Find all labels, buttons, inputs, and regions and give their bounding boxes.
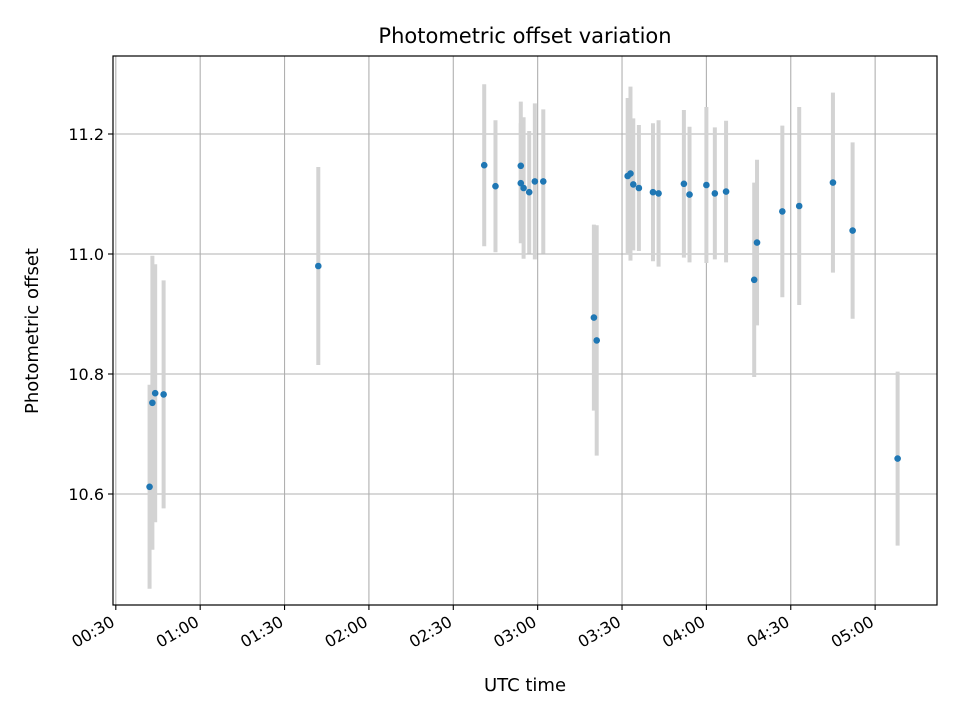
y-tick-label: 11.0 — [68, 245, 104, 264]
data-point — [750, 276, 758, 284]
data-point — [525, 188, 533, 196]
data-point — [894, 455, 901, 462]
data-point — [655, 190, 662, 197]
data-point — [711, 190, 719, 197]
y-axis-title: Photometric offset — [22, 248, 43, 414]
data-point — [590, 314, 598, 321]
point-layer — [146, 161, 901, 491]
y-axis-ticks: 10.6 10.8 11.0 11.2 — [68, 125, 113, 504]
data-point — [649, 188, 657, 196]
data-point — [629, 181, 637, 188]
data-point — [151, 389, 159, 397]
data-point — [829, 179, 837, 186]
y-tick-label: 11.2 — [68, 125, 104, 144]
y-tick-label: 10.6 — [68, 485, 104, 504]
data-point — [539, 178, 547, 185]
data-point — [722, 188, 730, 195]
data-point — [480, 161, 488, 169]
data-point — [517, 179, 525, 187]
chart-title: Photometric offset variation — [378, 24, 671, 48]
data-point — [149, 399, 156, 407]
plot-frame — [112, 55, 938, 606]
x-axis-title: UTC time — [484, 675, 566, 696]
data-point — [627, 170, 634, 177]
data-point — [635, 184, 643, 192]
data-point — [680, 180, 688, 188]
data-point — [849, 227, 856, 234]
data-point — [517, 162, 525, 170]
data-point — [520, 184, 527, 192]
data-point — [531, 178, 539, 185]
data-point — [160, 391, 167, 398]
data-point — [314, 262, 322, 270]
data-point — [795, 202, 803, 210]
data-point — [686, 191, 693, 198]
data-point — [492, 182, 499, 190]
data-point — [146, 483, 153, 491]
data-point — [779, 208, 786, 215]
data-point — [753, 239, 761, 246]
y-tick-label: 10.8 — [68, 365, 104, 384]
data-point — [593, 337, 601, 344]
data-point — [703, 181, 710, 189]
